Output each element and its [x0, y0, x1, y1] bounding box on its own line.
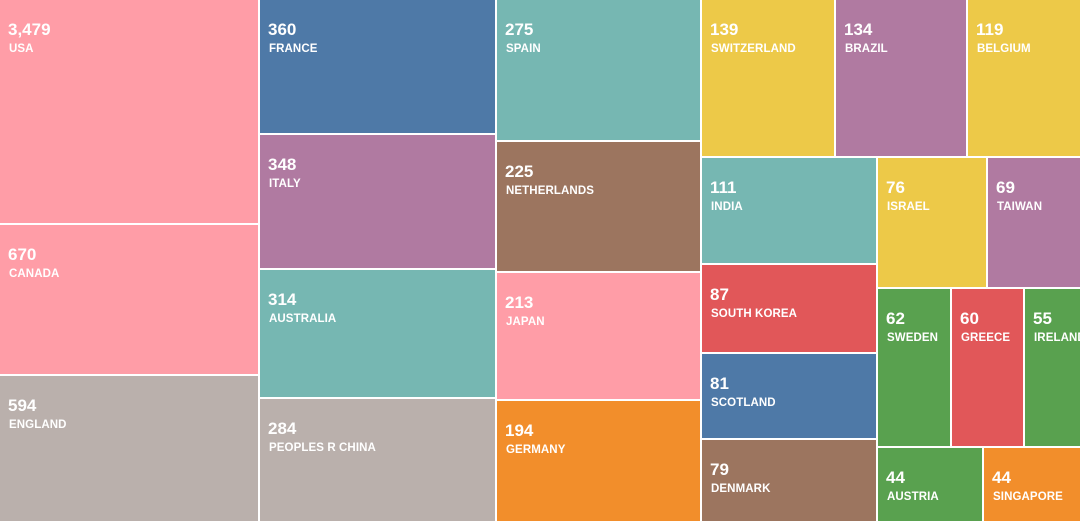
cell-value: 60 [960, 309, 979, 328]
cell-value: 194 [505, 421, 534, 440]
treemap-cell-india: 111 INDIA [702, 158, 876, 263]
cell-value: 275 [505, 20, 534, 39]
treemap-cell-australia: 314 AUSTRALIA [260, 270, 495, 397]
cell-value: 3,479 [8, 20, 51, 39]
cell-value: 55 [1033, 309, 1052, 328]
cell-label: SINGAPORE [993, 491, 1063, 503]
treemap-cell-scotland: 81 SCOTLAND [702, 354, 876, 438]
cell-label: SWITZERLAND [711, 43, 796, 55]
cell-label: SOUTH KOREA [711, 308, 798, 320]
cell-value: 79 [710, 460, 729, 479]
cell-label: DENMARK [711, 483, 771, 495]
cell-label: USA [9, 43, 34, 55]
cell-value: 44 [886, 468, 905, 487]
cell-value: 139 [710, 20, 739, 39]
cell-label: SWEDEN [887, 332, 939, 344]
treemap-cell-ireland: 55 IRELAND [1025, 289, 1080, 446]
cell-value: 87 [710, 285, 729, 304]
cell-label: FRANCE [269, 43, 318, 55]
treemap-cell-spain: 275 SPAIN [497, 0, 700, 140]
cell-label: ENGLAND [9, 419, 67, 431]
cell-label: ITALY [269, 178, 301, 190]
cell-label: SPAIN [506, 43, 541, 55]
cell-value: 111 [710, 178, 737, 197]
cell-value: 670 [8, 245, 37, 264]
cell-label: AUSTRALIA [269, 313, 337, 325]
cell-value: 119 [976, 20, 1004, 39]
treemap-cell-singapore: 44 SINGAPORE [984, 448, 1080, 521]
treemap-cell-canada: 670 CANADA [0, 225, 258, 374]
cell-value: 44 [992, 468, 1011, 487]
treemap-cell-belgium: 119 BELGIUM [968, 0, 1080, 156]
treemap-cell-germany: 194 GERMANY [497, 401, 700, 521]
cell-value: 360 [268, 20, 297, 39]
treemap-cell-netherlands: 225 NETHERLANDS [497, 142, 700, 271]
treemap-cell-usa: 3,479 USA [0, 0, 258, 223]
treemap-cell-brazil: 134 BRAZIL [836, 0, 966, 156]
treemap-cell-taiwan: 69 TAIWAN [988, 158, 1080, 287]
treemap-cell-denmark: 79 DENMARK [702, 440, 876, 521]
treemap-cell-peoples-r-china: 284 PEOPLES R CHINA [260, 399, 495, 521]
cell-value: 69 [996, 178, 1015, 197]
cell-label: CANADA [9, 268, 60, 280]
cell-label: TAIWAN [997, 201, 1043, 213]
treemap-cell-sweden: 62 SWEDEN [878, 289, 950, 446]
cell-value: 225 [505, 162, 534, 181]
cell-label: GERMANY [506, 444, 566, 456]
cell-value: 62 [886, 309, 905, 328]
cell-label: IRELAND [1034, 332, 1080, 344]
treemap-cell-italy: 348 ITALY [260, 135, 495, 268]
treemap-cell-south-korea: 87 SOUTH KOREA [702, 265, 876, 352]
treemap-cell-france: 360 FRANCE [260, 0, 495, 133]
cell-label: JAPAN [506, 316, 545, 328]
treemap-cell-austria: 44 AUSTRIA [878, 448, 982, 521]
cell-value: 134 [844, 20, 873, 39]
cell-value: 213 [505, 293, 534, 312]
cell-value: 284 [268, 419, 297, 438]
cell-label: GREECE [961, 332, 1011, 344]
cell-label: INDIA [711, 201, 743, 213]
cell-value: 314 [268, 290, 297, 309]
cell-value: 81 [710, 374, 729, 393]
cell-value: 76 [886, 178, 905, 197]
treemap-cell-japan: 213 JAPAN [497, 273, 700, 399]
cell-label: AUSTRIA [887, 491, 939, 503]
treemap-cell-israel: 76 ISRAEL [878, 158, 986, 287]
cell-label: PEOPLES R CHINA [269, 442, 376, 454]
cell-label: BRAZIL [845, 43, 888, 55]
cell-value: 348 [268, 155, 297, 174]
treemap-cell-switzerland: 139 SWITZERLAND [702, 0, 834, 156]
cell-label: NETHERLANDS [506, 185, 594, 197]
cell-label: BELGIUM [977, 43, 1031, 55]
cell-value: 594 [8, 396, 37, 415]
cell-label: ISRAEL [887, 201, 930, 213]
cell-label: SCOTLAND [711, 397, 776, 409]
treemap-cell-england: 594 ENGLAND [0, 376, 258, 521]
treemap-cell-greece: 60 GREECE [952, 289, 1023, 446]
